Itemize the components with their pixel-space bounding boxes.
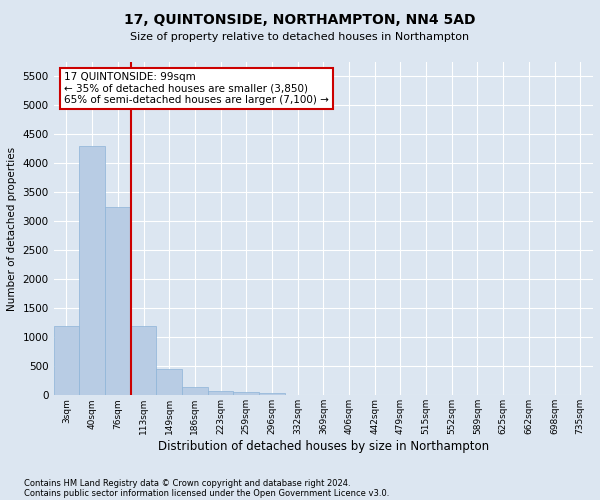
Bar [131, 326, 157, 396]
Bar [182, 386, 208, 396]
Y-axis label: Number of detached properties: Number of detached properties [7, 146, 17, 310]
Bar [208, 391, 233, 396]
Bar [105, 207, 131, 396]
Bar [233, 392, 259, 396]
Text: 17, QUINTONSIDE, NORTHAMPTON, NN4 5AD: 17, QUINTONSIDE, NORTHAMPTON, NN4 5AD [124, 12, 476, 26]
Text: 17 QUINTONSIDE: 99sqm
← 35% of detached houses are smaller (3,850)
65% of semi-d: 17 QUINTONSIDE: 99sqm ← 35% of detached … [64, 72, 329, 105]
Text: Contains HM Land Registry data © Crown copyright and database right 2024.: Contains HM Land Registry data © Crown c… [24, 478, 350, 488]
Bar [157, 370, 182, 396]
Text: Size of property relative to detached houses in Northampton: Size of property relative to detached ho… [130, 32, 470, 42]
Bar [53, 326, 79, 396]
Bar [79, 146, 105, 396]
Text: Contains public sector information licensed under the Open Government Licence v3: Contains public sector information licen… [24, 488, 389, 498]
X-axis label: Distribution of detached houses by size in Northampton: Distribution of detached houses by size … [158, 440, 489, 453]
Bar [259, 393, 285, 396]
